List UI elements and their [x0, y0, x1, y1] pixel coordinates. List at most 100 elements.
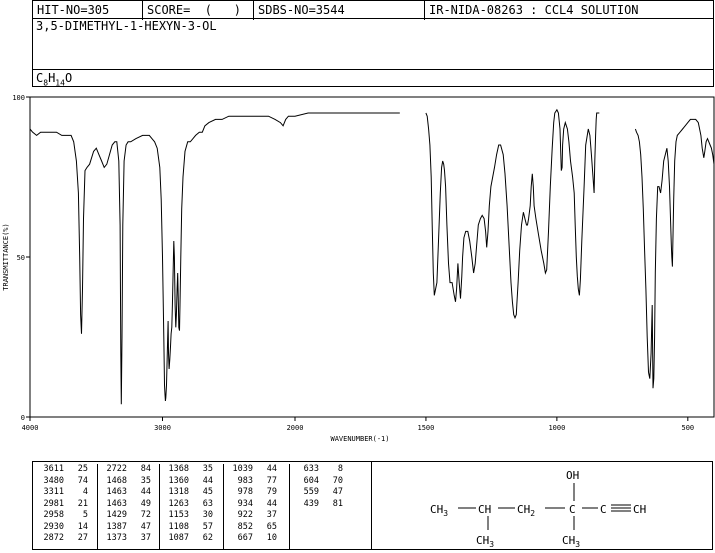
sdbs-no: SDBS-NO=3544	[253, 1, 424, 20]
c2-label: C	[600, 503, 607, 516]
peak-transmittance: 81	[332, 498, 343, 509]
peak-wavenumber: 2872	[43, 533, 64, 543]
info-divider	[33, 69, 713, 70]
peak-transmittance: 49	[140, 498, 151, 509]
peak-wavenumber: 1039	[232, 464, 253, 474]
peak-wavenumber: 1153	[168, 510, 189, 520]
peak-transmittance: 84	[140, 464, 151, 474]
peak-row: 1429 72	[98, 510, 159, 522]
structure-box: OH CH3 CH CH2 C C CH CH3 CH3	[372, 461, 713, 550]
ch3-left-label: CH3	[430, 503, 448, 518]
molecular-formula: C8H14O	[36, 71, 72, 87]
peak-row: 1108 57	[160, 522, 223, 534]
ch-end-label: CH	[633, 503, 646, 516]
ch3-bottom2-label: CH3	[562, 534, 580, 549]
peak-row: 1387 47	[98, 522, 159, 534]
peak-wavenumber: 633	[303, 464, 319, 474]
peak-transmittance: 70	[332, 475, 343, 486]
x-tick-label: 1000	[548, 424, 565, 432]
peak-transmittance: 10	[266, 533, 277, 543]
peak-row: 3611 25	[35, 464, 97, 476]
peak-row: 2930 14	[35, 522, 97, 534]
formula-o: O	[64, 71, 73, 85]
peak-column: 2722 84 1468 35 1463 44 1463 49 1429 72 1387 47 1373…	[97, 464, 159, 549]
peak-row: 3480 74	[35, 476, 97, 488]
x-tick-label: 3000	[154, 424, 171, 432]
peak-wavenumber: 1463	[106, 487, 127, 497]
peak-row: 983 77	[224, 476, 289, 488]
ch2-label: CH2	[517, 503, 535, 518]
ch-label: CH	[478, 503, 491, 516]
peak-transmittance: 79	[266, 487, 277, 497]
peak-transmittance: 4	[82, 487, 88, 497]
peak-row: 1463 44	[98, 487, 159, 499]
peak-row: 852 65	[224, 522, 289, 534]
spectrum-trace-segment-2	[425, 108, 600, 320]
peak-row: 1087 62	[160, 533, 223, 545]
spectrum-trace-segment-1	[29, 112, 400, 405]
y-tick-label: 0	[21, 414, 25, 422]
peak-row: 922 37	[224, 510, 289, 522]
peak-transmittance: 35	[140, 475, 151, 486]
peak-row: 1468 35	[98, 476, 159, 488]
x-tick-label: 2000	[287, 424, 304, 432]
peak-transmittance: 77	[266, 475, 277, 486]
peak-row: 667 10	[224, 533, 289, 545]
peak-transmittance: 74	[77, 475, 88, 486]
peak-table: 3611 25 3480 74 3311 4 2981 21 2958 5 2930 14 2872 27…	[32, 461, 372, 550]
peak-wavenumber: 934	[237, 498, 253, 509]
peak-wavenumber: 1373	[106, 533, 127, 543]
peak-wavenumber: 2930	[43, 521, 64, 532]
peak-wavenumber: 667	[237, 533, 253, 543]
peak-transmittance: 57	[202, 521, 213, 532]
peak-transmittance: 27	[77, 533, 88, 543]
peak-row: 2722 84	[98, 464, 159, 476]
peak-row: 2872 27	[35, 533, 97, 545]
x-tick-label: 1500	[418, 424, 435, 432]
peak-wavenumber: 3311	[43, 487, 64, 497]
peak-wavenumber: 1087	[168, 533, 189, 543]
peak-transmittance: 65	[266, 521, 277, 532]
hit-no: HIT-NO=305	[37, 3, 110, 17]
oh-label: OH	[566, 469, 579, 482]
plot-frame	[29, 96, 715, 418]
formula-c: C	[36, 71, 44, 85]
peak-transmittance: 72	[140, 510, 151, 520]
peak-wavenumber: 852	[237, 521, 253, 532]
peak-row: 559 47	[290, 487, 375, 499]
peak-row: 1318 45	[160, 487, 223, 499]
peak-wavenumber: 2981	[43, 498, 64, 509]
score: SCORE= ( )	[142, 1, 253, 20]
peak-transmittance: 44	[202, 475, 213, 486]
peak-transmittance: 63	[202, 498, 213, 509]
peak-wavenumber: 1463	[106, 498, 127, 509]
peak-row: 604 70	[290, 476, 375, 488]
peak-row: 934 44	[224, 499, 289, 511]
peak-column: 1368 35 1360 44 1318 45 1263 63 1153 30 1108 57 1087…	[159, 464, 223, 549]
x-tick-label: 4000	[22, 424, 39, 432]
ch3-bottom1-label: CH3	[476, 534, 494, 549]
peak-wavenumber: 1387	[106, 521, 127, 532]
peak-transmittance: 47	[332, 487, 343, 497]
peak-row: 633 8	[290, 464, 375, 476]
peak-row: 3311 4	[35, 487, 97, 499]
y-axis-label: TRANSMITTANCE(%)	[2, 223, 10, 290]
peak-transmittance: 21	[77, 498, 88, 509]
compound-name: 3,5-DIMETHYL-1-HEXYN-3-OL	[36, 19, 217, 33]
peak-row: 1373 37	[98, 533, 159, 545]
peak-row: 1039 44	[224, 464, 289, 476]
peak-wavenumber: 1318	[168, 487, 189, 497]
peak-transmittance: 37	[140, 533, 151, 543]
y-tick-label: 50	[17, 254, 25, 262]
spectrum-trace-segment-3	[634, 118, 715, 389]
peak-row: 1360 44	[160, 476, 223, 488]
peak-wavenumber: 1429	[106, 510, 127, 520]
peak-row: 1153 30	[160, 510, 223, 522]
peak-wavenumber: 2722	[106, 464, 127, 474]
peak-column: 633 8 604 70 559 47 439 81	[289, 464, 375, 549]
peak-transmittance: 5	[82, 510, 88, 520]
peak-transmittance: 8	[337, 464, 343, 474]
peak-row: 2958 5	[35, 510, 97, 522]
c-label: C	[569, 503, 576, 516]
